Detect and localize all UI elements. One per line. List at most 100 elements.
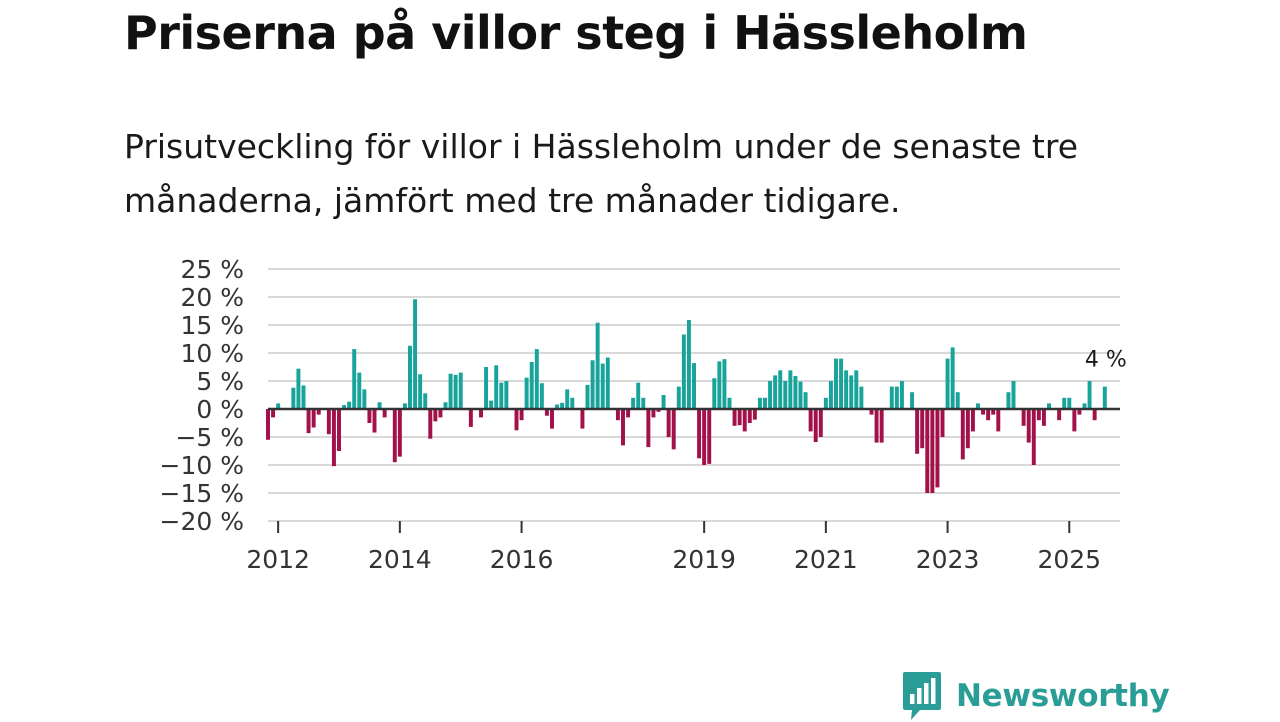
- bar-negative: [316, 409, 321, 415]
- bar-positive: [408, 345, 412, 409]
- bar-positive: [347, 401, 352, 409]
- bar-positive: [889, 386, 894, 409]
- y-tick-label: −10 %: [160, 451, 244, 480]
- bar-positive: [676, 386, 681, 409]
- bar-negative: [732, 409, 737, 426]
- bar-negative: [331, 409, 336, 467]
- bar-negative: [981, 409, 986, 415]
- bar-positive: [539, 383, 544, 409]
- bar-negative: [1092, 409, 1097, 421]
- bar-positive: [1087, 381, 1092, 409]
- bar-negative: [621, 409, 625, 446]
- bar-positive: [296, 368, 301, 409]
- bar-negative: [965, 409, 970, 449]
- bar-negative: [1057, 409, 1062, 421]
- bar-positive: [377, 402, 382, 409]
- bar-positive: [686, 319, 691, 409]
- bar-negative: [1036, 409, 1041, 421]
- bar-positive: [722, 359, 727, 409]
- bar-positive: [768, 381, 773, 409]
- bar-positive: [1102, 386, 1107, 409]
- x-tick-label: 2016: [490, 545, 554, 574]
- bar-negative: [372, 409, 377, 433]
- bar-positive: [484, 367, 489, 409]
- bar-positive: [565, 389, 570, 409]
- bar-negative: [1031, 409, 1036, 465]
- bar-positive: [448, 373, 453, 409]
- bar-negative: [367, 409, 372, 423]
- bar-positive: [1062, 397, 1067, 409]
- last-value-label: 4 %: [1085, 348, 1127, 373]
- bar-negative: [869, 409, 874, 415]
- bar-positive: [828, 381, 833, 409]
- bar-positive: [600, 363, 605, 409]
- bar-negative: [920, 409, 925, 449]
- bar-positive: [894, 386, 899, 409]
- bar-negative: [874, 409, 879, 443]
- bar-positive: [692, 363, 696, 409]
- bar-negative: [813, 409, 818, 443]
- bar-negative: [615, 409, 620, 421]
- bar-positive: [783, 381, 788, 409]
- bar-positive: [291, 387, 296, 409]
- bar-negative: [940, 409, 945, 437]
- bar-negative: [651, 409, 656, 418]
- bar-positive: [773, 375, 778, 409]
- bar-positive: [839, 358, 844, 409]
- bar-positive: [945, 358, 950, 409]
- bar-positive: [763, 397, 767, 409]
- bar-positive: [413, 299, 418, 409]
- y-tick-label: −15 %: [160, 479, 244, 508]
- bar-positive: [1047, 403, 1051, 409]
- bar-negative: [1077, 409, 1082, 415]
- bar-negative: [428, 409, 433, 439]
- bar-negative: [960, 409, 965, 460]
- bar-negative: [671, 409, 676, 450]
- y-tick-label: 10 %: [180, 339, 244, 368]
- y-tick-label: 25 %: [180, 255, 244, 284]
- bar-positive: [844, 370, 849, 409]
- newsworthy-logo: Newsworthy: [902, 670, 1170, 722]
- bar-negative: [626, 409, 631, 418]
- bar-positive: [849, 375, 854, 409]
- bar-positive: [910, 392, 915, 409]
- bar-negative: [266, 409, 270, 440]
- bar-negative: [879, 409, 884, 443]
- bar-positive: [803, 392, 808, 409]
- y-tick-label: 0 %: [196, 395, 244, 424]
- bar-negative: [707, 409, 712, 464]
- bar-positive: [757, 397, 762, 409]
- bar-negative: [742, 409, 747, 432]
- bar-positive: [631, 397, 636, 409]
- bar-positive: [595, 322, 600, 409]
- x-tick-label: 2025: [1037, 545, 1101, 574]
- x-tick-label: 2019: [672, 545, 736, 574]
- bar-negative: [925, 409, 930, 493]
- bar-positive: [555, 404, 560, 409]
- bar-positive: [859, 386, 864, 409]
- bar-negative: [392, 409, 397, 463]
- bar-negative: [752, 409, 757, 420]
- bar-positive: [854, 370, 859, 409]
- bar-negative: [311, 409, 316, 428]
- bar-negative: [1026, 409, 1031, 443]
- bar-positive: [352, 349, 357, 409]
- x-tick-label: 2012: [246, 545, 310, 574]
- bar-negative: [397, 409, 402, 457]
- bar-positive: [955, 392, 960, 409]
- bar-positive: [1082, 403, 1087, 409]
- bar-positive: [342, 405, 347, 409]
- bar-negative: [550, 409, 554, 429]
- bar-positive: [590, 360, 595, 409]
- brand-name: Newsworthy: [956, 678, 1170, 714]
- bar-positive: [357, 372, 362, 409]
- bar-positive: [458, 372, 463, 409]
- bar-negative: [433, 409, 438, 422]
- bar-positive: [301, 385, 306, 409]
- x-tick-label: 2021: [794, 545, 858, 574]
- bar-positive: [362, 389, 367, 409]
- bar-positive: [661, 395, 666, 409]
- bar-positive: [402, 403, 407, 409]
- bar-positive: [636, 382, 641, 409]
- bar-positive: [560, 402, 565, 409]
